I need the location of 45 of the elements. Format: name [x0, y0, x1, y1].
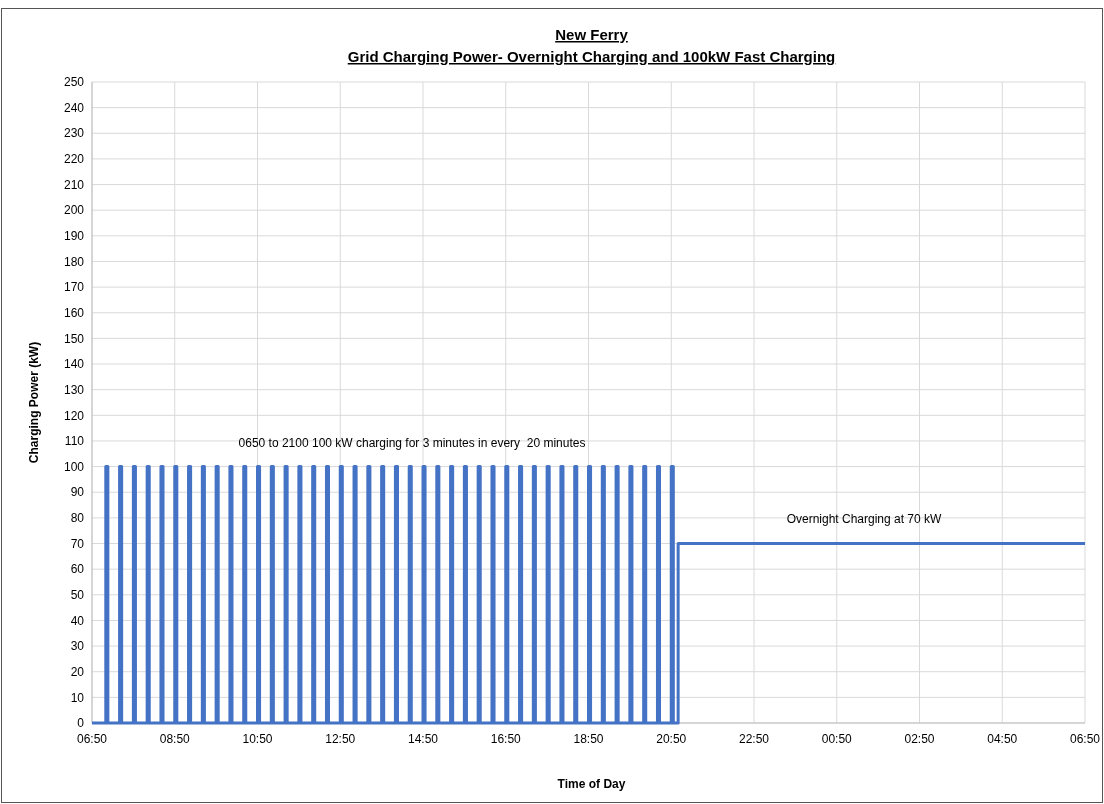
y-tick-label: 40 — [70, 613, 85, 628]
x-tick-label: 18:50 — [573, 732, 604, 746]
y-tick-label: 240 — [63, 100, 85, 115]
y-tick-label: 170 — [63, 280, 85, 295]
x-tick-label: 06:50 — [76, 732, 108, 746]
y-tick-label: 20 — [70, 664, 85, 679]
x-tick-label: 22:50 — [738, 732, 770, 746]
y-tick-label: 10 — [70, 690, 85, 705]
y-tick-label: 250 — [63, 75, 85, 90]
y-tick-label: 160 — [63, 305, 85, 320]
y-tick-label: 140 — [63, 357, 85, 372]
y-tick-label: 0 — [77, 716, 85, 731]
chart-title: New Ferry — [555, 26, 629, 43]
x-tick-label: 08:50 — [159, 732, 191, 746]
x-tick-label: 10:50 — [242, 732, 273, 746]
y-tick-label: 220 — [63, 152, 85, 167]
x-axis-title: Time of Day — [557, 777, 626, 791]
y-tick-label: 210 — [63, 177, 85, 192]
x-tick-label: 02:50 — [904, 732, 935, 746]
y-tick-label: 110 — [64, 434, 85, 449]
annotation: 0650 to 2100 100 kW charging for 3 minutes in every 20 minutes — [238, 436, 586, 451]
annotation: Overnight Charging at 70 kW — [786, 512, 943, 527]
x-tick-label: 20:50 — [656, 732, 687, 746]
y-axis-title: Charging Power (kW) — [27, 341, 41, 464]
x-tick-label: 06:50 — [1069, 732, 1101, 746]
x-tick-label: 14:50 — [407, 732, 439, 746]
y-tick-label: 200 — [63, 203, 85, 218]
y-tick-label: 130 — [63, 382, 85, 397]
y-tick-label: 190 — [63, 229, 85, 244]
y-tick-label: 180 — [63, 254, 85, 269]
x-tick-label: 00:50 — [821, 732, 853, 746]
y-tick-label: 150 — [63, 331, 85, 346]
y-tick-label: 230 — [63, 126, 85, 141]
y-tick-label: 60 — [70, 562, 85, 577]
y-tick-label: 30 — [70, 639, 85, 654]
y-tick-label: 100 — [63, 459, 85, 474]
y-tick-label: 80 — [70, 511, 85, 526]
y-tick-label: 50 — [70, 588, 85, 602]
y-tick-label: 70 — [70, 536, 85, 551]
y-tick-label: 90 — [70, 485, 85, 500]
x-tick-label: 04:50 — [987, 732, 1018, 746]
x-tick-label: 12:50 — [325, 732, 356, 746]
y-tick-label: 120 — [63, 408, 85, 423]
x-tick-label: 16:50 — [490, 732, 522, 746]
chart-subtitle: Grid Charging Power- Overnight Charging and 100kW Fast Charging — [347, 48, 836, 65]
